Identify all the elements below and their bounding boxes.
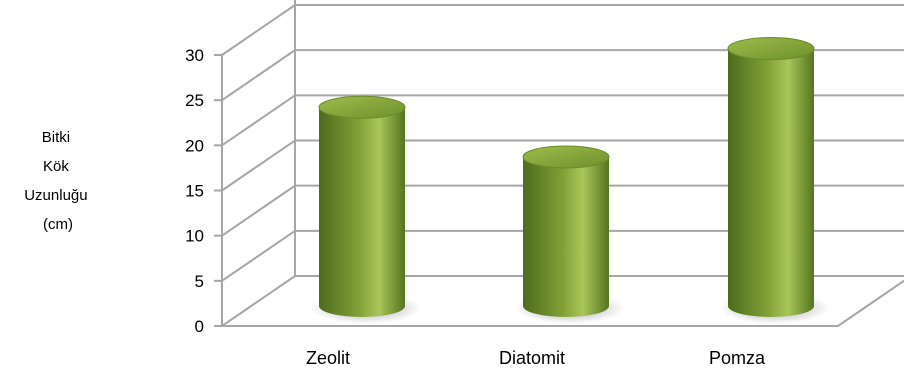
y-axis-label-line: Bitki [42, 129, 70, 146]
y-axis-ticks: 0 5 10 15 20 25 30 [185, 46, 222, 336]
y-axis-label-line: Kök [43, 158, 69, 175]
x-tick-label: Pomza [709, 348, 766, 368]
y-axis-label-line: Uzunluğu [24, 187, 87, 204]
bar-top [522, 145, 610, 169]
bar-body [728, 48, 814, 318]
bar [311, 95, 421, 324]
y-tick-label: 30 [185, 46, 204, 65]
bar [515, 145, 625, 324]
y-tick-label: 10 [185, 227, 204, 246]
x-tick-label: Diatomit [499, 348, 565, 368]
x-tick-label: Zeolit [306, 348, 350, 368]
y-axis-label-line: (cm) [43, 216, 73, 233]
y-tick-label: 20 [185, 136, 204, 155]
y-tick-label: 25 [185, 91, 204, 110]
gridlines [221, 0, 904, 327]
bar-top [727, 37, 815, 61]
bar [720, 37, 830, 324]
bar-body [319, 107, 405, 318]
floor-edge [222, 279, 904, 327]
y-tick-label: 15 [185, 182, 204, 201]
y-tick-label: 5 [195, 272, 204, 291]
bar-top [318, 95, 406, 119]
x-axis-ticks: Zeolit Diatomit Pomza [306, 348, 766, 368]
y-tick-label: 0 [195, 317, 204, 336]
bars [311, 37, 830, 324]
bar-body [523, 156, 609, 317]
y-axis-label: Bitki Kök Uzunluğu (cm) [24, 129, 92, 233]
